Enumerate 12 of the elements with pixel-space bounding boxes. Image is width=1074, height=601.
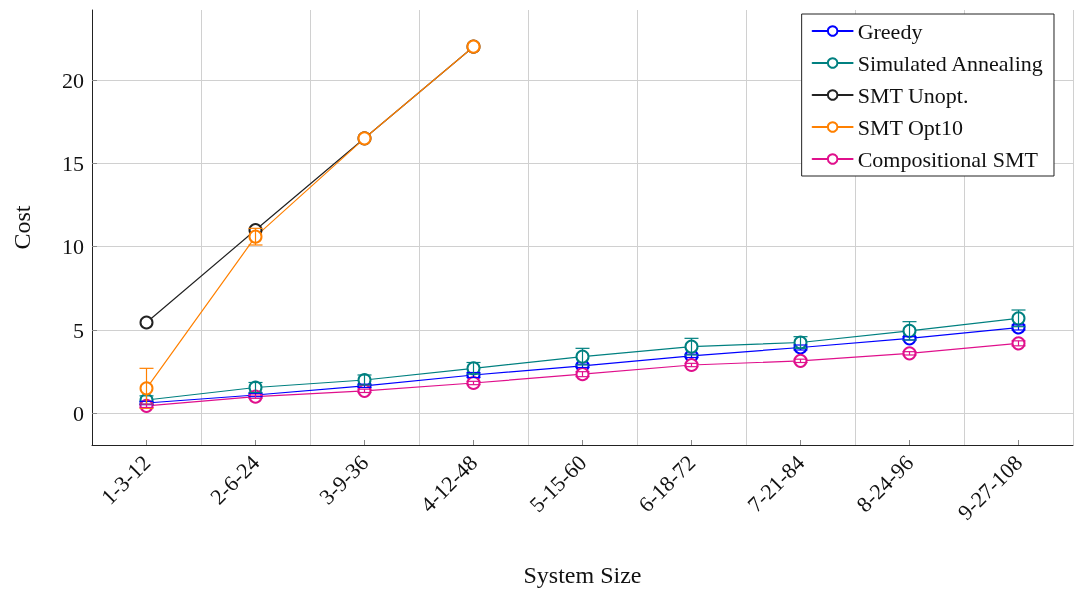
legend-label: SMT Unopt.	[857, 82, 969, 108]
legend-label: SMT Opt10	[857, 114, 963, 140]
legend-label: Compositional SMT	[857, 146, 1039, 172]
legend-label: Simulated Annealing	[857, 50, 1043, 76]
y-tick-label: 0	[73, 400, 84, 426]
y-tick-label: 5	[73, 317, 84, 343]
y-tick-label: 20	[62, 67, 84, 93]
y-tick-label: 10	[62, 234, 84, 260]
x-axis-title: System Size	[523, 562, 642, 588]
y-tick-label: 15	[62, 150, 84, 176]
y-axis-title: Cost	[9, 205, 35, 250]
legend-label: Greedy	[857, 18, 923, 44]
